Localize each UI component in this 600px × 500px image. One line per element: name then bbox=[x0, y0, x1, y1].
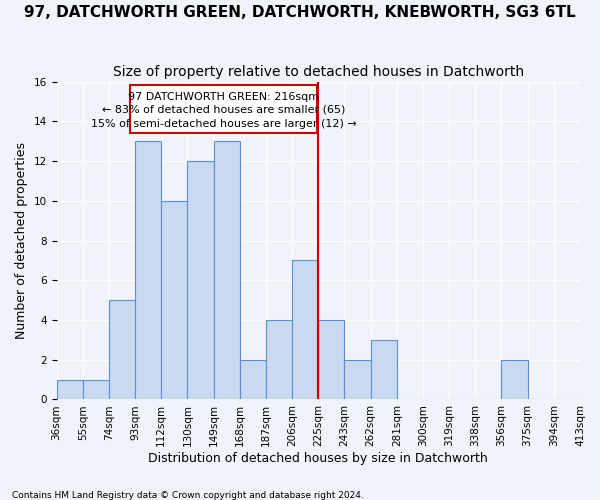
Text: 15% of semi-detached houses are larger (12) →: 15% of semi-detached houses are larger (… bbox=[91, 120, 356, 130]
Title: Size of property relative to detached houses in Datchworth: Size of property relative to detached ho… bbox=[113, 65, 524, 79]
Bar bbox=[135, 141, 161, 400]
Text: 97 DATCHWORTH GREEN: 216sqm: 97 DATCHWORTH GREEN: 216sqm bbox=[128, 92, 319, 102]
FancyBboxPatch shape bbox=[130, 84, 317, 133]
Bar bbox=[109, 300, 135, 400]
Y-axis label: Number of detached properties: Number of detached properties bbox=[15, 142, 28, 339]
Bar bbox=[502, 360, 527, 400]
Bar bbox=[318, 320, 344, 400]
Bar bbox=[292, 260, 318, 400]
Text: ← 83% of detached houses are smaller (65): ← 83% of detached houses are smaller (65… bbox=[101, 105, 345, 115]
Bar bbox=[187, 161, 214, 400]
X-axis label: Distribution of detached houses by size in Datchworth: Distribution of detached houses by size … bbox=[148, 452, 488, 465]
Bar bbox=[266, 320, 292, 400]
Bar bbox=[56, 380, 83, 400]
Text: Contains HM Land Registry data © Crown copyright and database right 2024.: Contains HM Land Registry data © Crown c… bbox=[12, 490, 364, 500]
Text: 97, DATCHWORTH GREEN, DATCHWORTH, KNEBWORTH, SG3 6TL: 97, DATCHWORTH GREEN, DATCHWORTH, KNEBWO… bbox=[24, 5, 576, 20]
Bar bbox=[161, 201, 187, 400]
Bar bbox=[214, 141, 240, 400]
Bar bbox=[371, 340, 397, 400]
Bar bbox=[240, 360, 266, 400]
Bar bbox=[83, 380, 109, 400]
Bar bbox=[344, 360, 371, 400]
